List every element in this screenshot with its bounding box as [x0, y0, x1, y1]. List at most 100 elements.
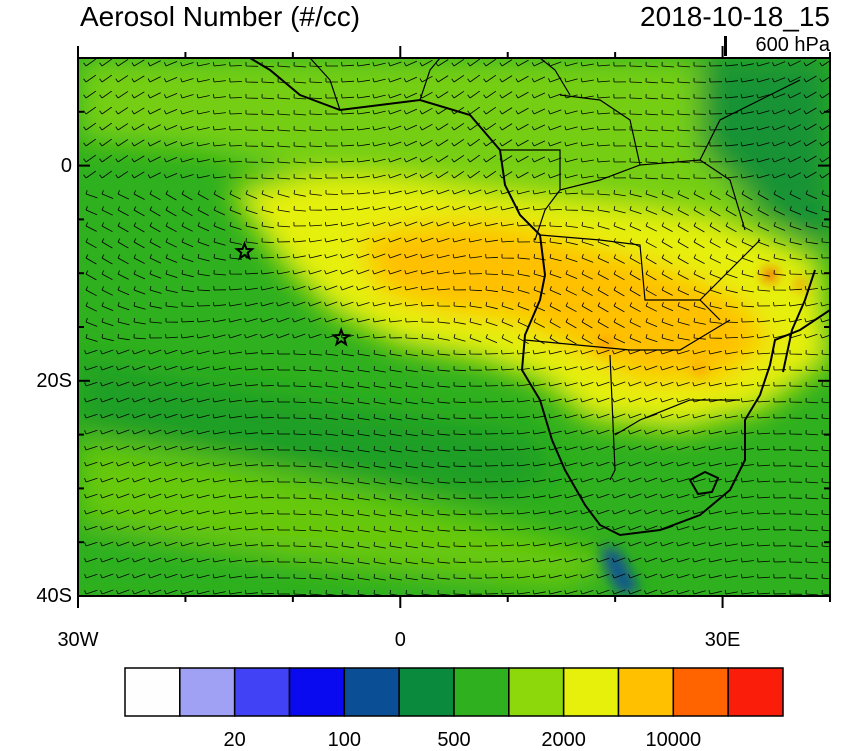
wind-barb	[356, 110, 370, 115]
wind-barb	[645, 141, 659, 148]
wind-barb	[724, 382, 738, 387]
wind-barb	[325, 573, 338, 580]
wind-barb	[485, 525, 499, 531]
wind-barb	[548, 125, 562, 131]
wind-barb	[309, 461, 323, 468]
wind-barb	[725, 206, 737, 217]
wind-barb	[597, 222, 610, 230]
wind-barb	[437, 525, 450, 532]
wind-barb	[564, 142, 578, 147]
wind-barb	[357, 525, 370, 533]
wind-barb	[676, 558, 690, 563]
wind-barb	[132, 397, 146, 403]
wind-barb	[532, 430, 546, 435]
wind-barb	[773, 397, 787, 403]
wind-barb	[773, 206, 785, 216]
wind-barb	[453, 285, 467, 291]
wind-barb	[437, 317, 450, 324]
wind-barb	[612, 493, 626, 499]
wind-barb	[212, 398, 226, 403]
wind-barb	[757, 190, 769, 201]
wind-barb	[596, 445, 610, 451]
wind-barb	[821, 445, 830, 452]
axis-ticks	[77, 46, 831, 608]
wind-barb	[821, 589, 830, 596]
wind-barb	[196, 510, 210, 515]
wind-barb	[277, 157, 291, 164]
wind-barb	[388, 269, 402, 275]
wind-barb	[116, 445, 130, 451]
wind-barb	[677, 222, 689, 233]
wind-barb	[196, 174, 210, 179]
wind-barb	[419, 59, 433, 67]
wind-barb	[660, 589, 674, 595]
wind-barb	[629, 61, 643, 67]
wind-barb	[789, 206, 802, 215]
wind-barb	[373, 541, 386, 549]
wind-barb	[789, 558, 803, 563]
wind-barb	[564, 110, 578, 115]
wind-barb	[499, 107, 513, 115]
wind-barb	[389, 397, 402, 405]
wind-barb	[100, 413, 114, 419]
wind-barb	[83, 170, 97, 179]
wind-barb	[709, 141, 723, 147]
wind-barb	[773, 509, 787, 515]
wind-barb	[773, 285, 787, 291]
wind-barb	[821, 349, 830, 356]
wind-barb	[324, 285, 338, 291]
wind-barb	[245, 397, 258, 403]
wind-barb	[212, 446, 226, 451]
wind-barb	[292, 270, 306, 275]
wind-barb	[404, 302, 418, 307]
wind-barb	[181, 190, 193, 201]
wind-barb	[485, 365, 499, 371]
wind-barb	[453, 445, 467, 452]
wind-barb	[181, 302, 195, 307]
wind-barb	[228, 334, 242, 339]
wind-barb	[164, 557, 178, 563]
wind-barb	[147, 92, 161, 99]
wind-barb	[116, 541, 130, 547]
wind-barb	[821, 493, 830, 500]
wind-barb	[405, 509, 418, 517]
wind-barb	[483, 154, 497, 163]
wind-barb	[805, 269, 819, 275]
star-marker-icon	[330, 327, 352, 347]
wind-barb	[756, 126, 770, 131]
wind-barb	[548, 542, 562, 547]
wind-barb	[692, 350, 706, 355]
wind-barb	[340, 318, 354, 323]
wind-barb	[564, 446, 578, 451]
wind-barb	[356, 126, 370, 131]
wind-barb	[564, 574, 578, 579]
wind-barb	[197, 222, 210, 232]
wind-barb	[147, 124, 161, 131]
wind-barb	[661, 270, 673, 281]
wind-barb	[228, 462, 242, 467]
wind-barb	[531, 108, 546, 115]
wind-barb	[789, 382, 803, 387]
wind-barb	[789, 590, 803, 595]
wind-barb	[325, 205, 339, 211]
wind-barb	[548, 526, 562, 531]
wind-barb	[789, 478, 803, 483]
wind-barb	[597, 157, 611, 163]
wind-barb	[309, 109, 323, 115]
wind-barb	[277, 589, 290, 595]
wind-barb	[645, 109, 659, 116]
wind-barb	[261, 349, 275, 355]
wind-barb	[772, 157, 786, 163]
wind-barb	[437, 557, 450, 564]
wind-barb	[820, 286, 830, 291]
wind-barb	[741, 301, 755, 308]
wind-barb	[580, 542, 594, 547]
wind-barb	[421, 429, 434, 436]
wind-barb	[372, 302, 386, 307]
wind-barb	[357, 509, 370, 517]
wind-barb	[580, 526, 594, 531]
wind-barb	[372, 206, 386, 211]
wind-barb	[389, 525, 402, 533]
wind-barb	[341, 557, 354, 565]
